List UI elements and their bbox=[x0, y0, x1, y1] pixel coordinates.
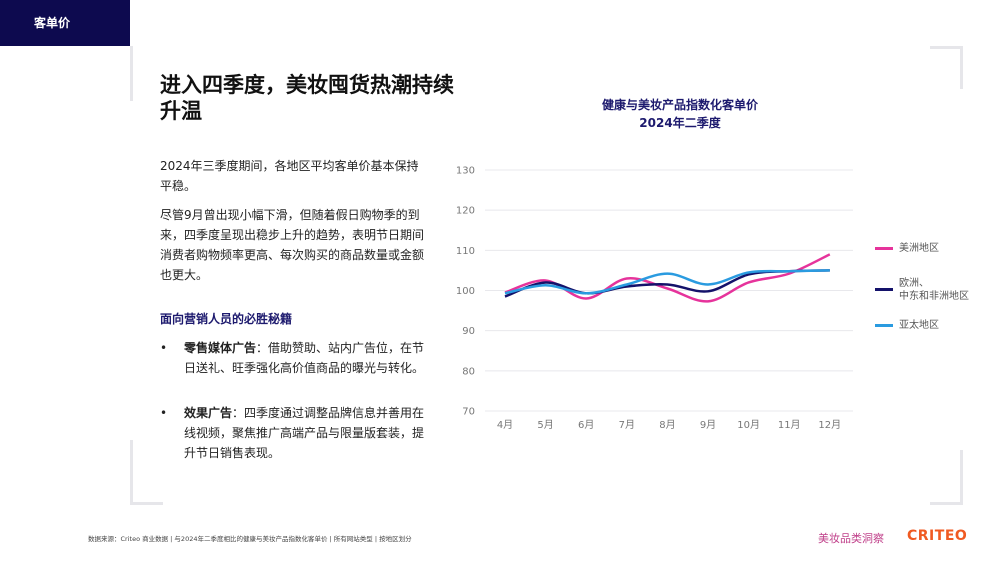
legend-swatch bbox=[875, 288, 893, 291]
legend-item-emea: 欧洲、 中东和非洲地区 bbox=[875, 277, 969, 303]
y-tick-label: 100 bbox=[456, 286, 475, 297]
footer-source: 数据来源：Criteo 商业数据 | 与2024年二季度相比的健康与美妆产品指数… bbox=[88, 535, 412, 543]
x-tick-label: 7月 bbox=[619, 419, 635, 431]
x-tick-label: 12月 bbox=[818, 419, 841, 431]
bullet-bold: 零售媒体广告 bbox=[184, 341, 257, 355]
chart-title: 健康与美妆产品指数化客单价 bbox=[601, 98, 758, 112]
bullet-text: ：借助赞助、站内广告位，在节日送礼、旺季强化高价值商品的曝光与转化。 bbox=[184, 341, 425, 375]
x-tick-label: 6月 bbox=[578, 419, 594, 431]
y-tick-label: 80 bbox=[462, 366, 475, 377]
bullet-text: ：四季度通过调整品牌信息并善用在线视频，聚焦推广高端产品与限量版套装，提升节日销… bbox=[184, 406, 425, 460]
bullet-item: • 效果广告：四季度通过调整品牌信息并善用在线视频，聚焦推广高端产品与限量版套装，… bbox=[160, 406, 425, 460]
legend-item-americas: 美洲地区 bbox=[875, 242, 939, 255]
y-tick-label: 130 bbox=[456, 166, 475, 177]
y-tick-label: 70 bbox=[462, 407, 475, 418]
x-tick-label: 5月 bbox=[537, 419, 553, 431]
bullet-bold: 效果广告 bbox=[184, 406, 233, 420]
y-tick-label: 110 bbox=[456, 246, 475, 257]
series-line bbox=[504, 253, 831, 303]
page-title: 进入四季度，美妆囤货热潮持续升温 bbox=[160, 73, 454, 123]
paragraph-1: 2024年三季度期间，各地区平均客单价基本保持平稳。 bbox=[160, 159, 419, 193]
series-line bbox=[504, 269, 830, 295]
frame-corner-tl bbox=[130, 46, 163, 101]
y-tick-label: 120 bbox=[456, 206, 475, 217]
x-tick-label: 9月 bbox=[700, 419, 716, 431]
legend-swatch bbox=[875, 324, 893, 327]
legend-swatch bbox=[875, 247, 893, 250]
x-tick-label: 4月 bbox=[497, 419, 513, 431]
frame-corner-bl bbox=[130, 440, 163, 505]
x-tick-label: 8月 bbox=[659, 419, 675, 431]
x-tick-label: 11月 bbox=[778, 419, 801, 431]
y-tick-label: 90 bbox=[462, 326, 475, 337]
chart-subtitle: 2024年二季度 bbox=[639, 116, 721, 130]
x-tick-label: 10月 bbox=[737, 419, 760, 431]
criteo-logo: CRITEO bbox=[907, 528, 968, 544]
frame-corner-br bbox=[930, 450, 963, 505]
frame-corner-tr bbox=[930, 46, 963, 89]
paragraph-2: 尽管9月曾出现小幅下滑，但随着假日购物季的到来，四季度呈现出稳步上升的趋势，表明… bbox=[160, 208, 425, 282]
footer-brand: 美妆品类洞察 bbox=[818, 532, 884, 545]
tips-heading: 面向营销人员的必胜秘籍 bbox=[160, 312, 293, 326]
legend-item-apac: 亚太地区 bbox=[875, 319, 939, 332]
bullet-item: • 零售媒体广告：借助赞助、站内广告位，在节日送礼、旺季强化高价值商品的曝光与转化… bbox=[160, 341, 425, 375]
section-tag: 客单价 bbox=[0, 0, 130, 46]
